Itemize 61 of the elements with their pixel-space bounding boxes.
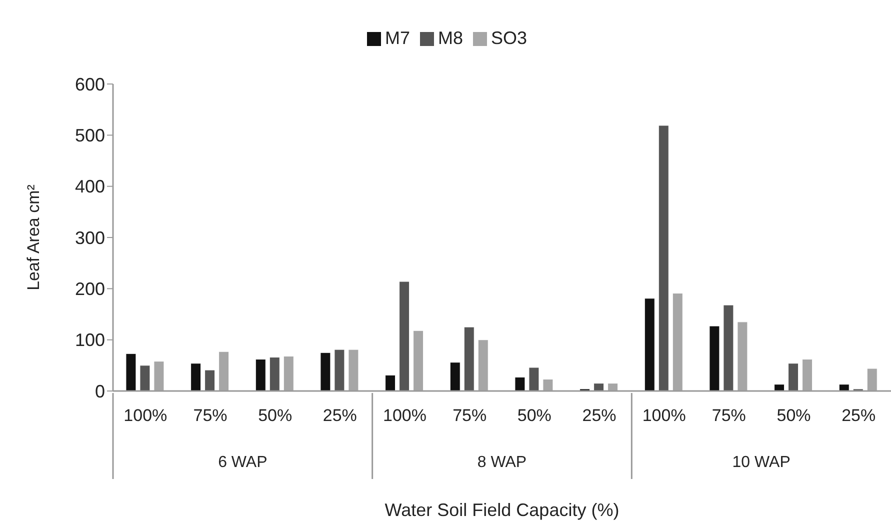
x-tick-label: 75%	[712, 406, 746, 425]
x-tick-label: 100%	[642, 406, 686, 425]
legend-label: SO3	[491, 28, 528, 48]
bar	[464, 326, 474, 391]
bar	[348, 349, 359, 391]
x-tick-label: 50%	[776, 406, 811, 425]
bar	[218, 351, 230, 391]
bar	[478, 340, 488, 391]
bar	[255, 359, 266, 391]
bar	[334, 349, 345, 391]
bar	[126, 353, 136, 391]
bar	[594, 383, 604, 391]
bar	[140, 365, 150, 391]
bar	[154, 361, 164, 391]
y-axis-title: Leaf Area cm²	[24, 184, 44, 290]
x-tick-label: 25%	[582, 406, 616, 425]
bar	[528, 367, 540, 391]
bar	[399, 281, 410, 391]
x-tick-label: 100%	[383, 406, 426, 425]
text: 8 WAP	[477, 454, 527, 471]
y-tick-label: 600	[74, 74, 105, 94]
bar	[658, 125, 669, 391]
bar	[514, 376, 526, 391]
bar	[450, 362, 460, 391]
bar	[608, 383, 618, 391]
x-tick-label: 25%	[842, 406, 876, 425]
bar	[385, 374, 396, 391]
x-tick-label: 25%	[322, 406, 357, 425]
x-axis-title: Water Soil Field Capacity (%)	[384, 500, 620, 520]
bar	[644, 298, 655, 391]
legend-label: M8	[438, 28, 463, 48]
y-tick-label: 100	[74, 330, 105, 350]
bar	[320, 352, 331, 391]
bar	[672, 293, 683, 391]
x-tick-label: 75%	[452, 406, 487, 425]
x-tick-label: 50%	[258, 406, 292, 425]
bar	[413, 330, 424, 391]
bar	[190, 363, 202, 391]
text: 10 WAP	[732, 454, 790, 471]
x-tick-label: 75%	[193, 406, 228, 425]
bar	[737, 322, 748, 391]
bar	[723, 304, 734, 391]
bar	[283, 356, 294, 391]
y-tick-label: 0	[94, 381, 105, 402]
x-tick-label: 50%	[517, 406, 552, 425]
bar	[838, 384, 850, 391]
bar	[866, 368, 878, 391]
x-tick-label: 100%	[124, 406, 168, 425]
y-tick-label: 300	[74, 228, 105, 248]
y-tick-label: 500	[74, 126, 105, 146]
legend-label: M7	[384, 28, 410, 48]
y-tick-label: 400	[74, 176, 105, 197]
text: 6 WAP	[218, 454, 268, 471]
bar	[542, 378, 554, 391]
bar	[204, 370, 216, 391]
y-tick-label: 200	[74, 279, 105, 300]
bar	[802, 359, 813, 391]
bar	[709, 326, 720, 391]
bar	[788, 363, 799, 391]
bar	[774, 384, 785, 391]
bar	[269, 356, 280, 391]
